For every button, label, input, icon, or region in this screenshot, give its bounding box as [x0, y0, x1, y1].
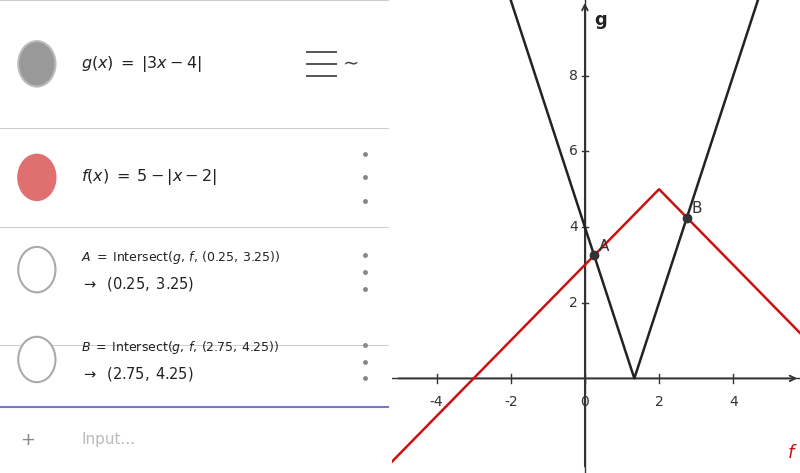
Circle shape: [18, 337, 55, 382]
Text: -2: -2: [504, 395, 518, 410]
Text: Input...: Input...: [82, 432, 136, 447]
Text: -4: -4: [430, 395, 443, 410]
Circle shape: [18, 41, 55, 87]
Text: $g(x)\;=\;|3x-4|$: $g(x)\;=\;|3x-4|$: [82, 54, 202, 74]
Circle shape: [18, 247, 55, 292]
Text: ∼: ∼: [343, 54, 359, 73]
Text: 0: 0: [581, 395, 590, 410]
Text: $\rightarrow\;\;(2.75,\;4.25)$: $\rightarrow\;\;(2.75,\;4.25)$: [82, 365, 194, 383]
Text: f: f: [788, 444, 794, 462]
Text: 2: 2: [654, 395, 663, 410]
Circle shape: [18, 155, 55, 200]
Text: 8: 8: [570, 69, 578, 83]
Text: $B\;=\;\mathrm{Intersect}(g,\,f,\,(2.75,\,4.25))$: $B\;=\;\mathrm{Intersect}(g,\,f,\,(2.75,…: [82, 339, 280, 356]
Text: 4: 4: [570, 220, 578, 234]
Text: $f(x)\;=\;5-|x-2|$: $f(x)\;=\;5-|x-2|$: [82, 167, 218, 187]
Text: B: B: [691, 201, 702, 216]
Text: 4: 4: [729, 395, 738, 410]
Text: g: g: [594, 11, 607, 29]
Text: 2: 2: [570, 296, 578, 310]
Text: A: A: [598, 238, 609, 254]
Text: $\rightarrow\;\;(0.25,\;3.25)$: $\rightarrow\;\;(0.25,\;3.25)$: [82, 275, 194, 293]
Text: $A\;=\;\mathrm{Intersect}(g,\,f,\,(0.25,\,3.25))$: $A\;=\;\mathrm{Intersect}(g,\,f,\,(0.25,…: [82, 249, 281, 266]
Text: +: +: [20, 431, 34, 449]
Text: 6: 6: [570, 144, 578, 158]
